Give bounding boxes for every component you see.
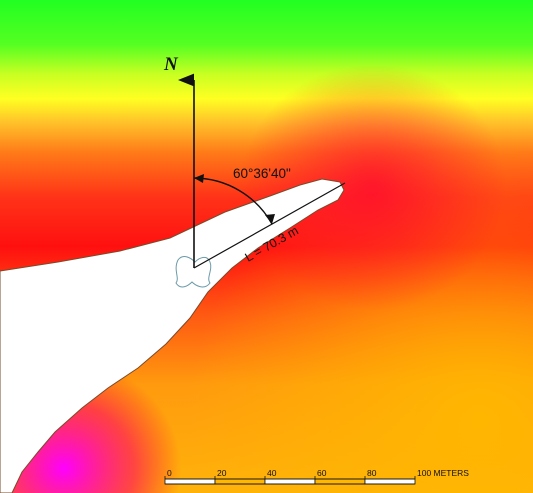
scale-label-100: 100 METERS bbox=[417, 468, 469, 478]
scale-bar-segment bbox=[314, 478, 366, 485]
scale-label-20: 20 bbox=[217, 468, 227, 478]
scale-bar-segment bbox=[214, 478, 266, 485]
angle-label: 60°36'40" bbox=[233, 166, 291, 181]
angle-arc bbox=[193, 177, 273, 225]
bearing-line bbox=[193, 182, 346, 269]
scale-bar-segment bbox=[264, 478, 316, 485]
scale-label-40: 40 bbox=[267, 468, 277, 478]
angle-arc-head-start bbox=[194, 174, 204, 183]
scale-label-80: 80 bbox=[367, 468, 377, 478]
landform-spit bbox=[0, 178, 345, 493]
scale-bar-segment bbox=[364, 478, 416, 485]
angle-arc-head-end bbox=[265, 214, 275, 224]
north-label: N bbox=[163, 54, 179, 75]
scale-bar-segment bbox=[164, 478, 216, 485]
scale-bar: 0 20 40 60 80 100 METERS bbox=[164, 468, 469, 485]
scale-label-60: 60 bbox=[317, 468, 327, 478]
scale-label-0: 0 bbox=[167, 468, 172, 478]
